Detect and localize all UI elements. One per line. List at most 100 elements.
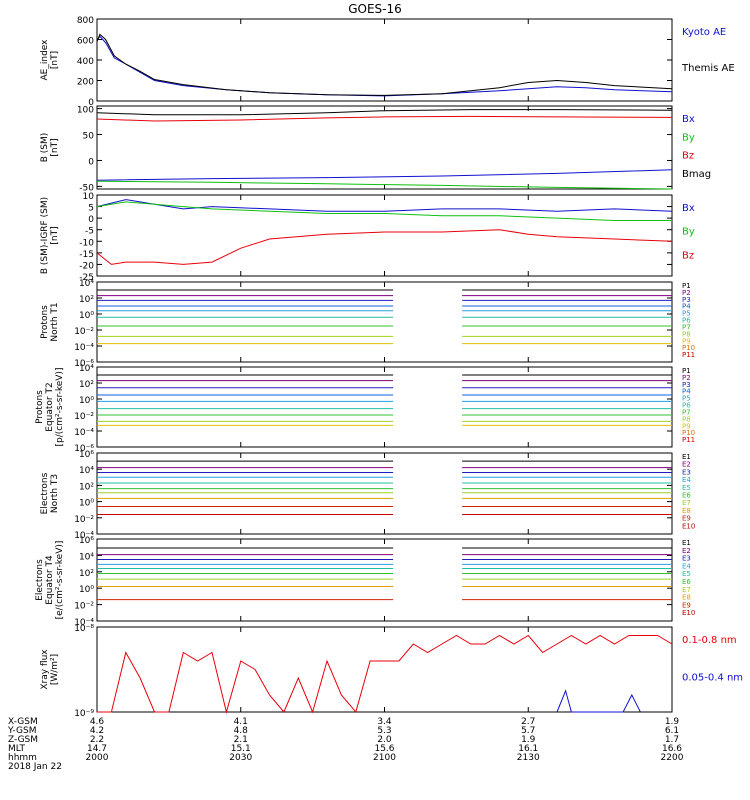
panel-frame-et3 [96,452,673,535]
legend-entry: P11 [682,436,695,444]
y-tick-label: 10⁻² [74,327,94,337]
legend-entry: P6 [682,317,691,325]
legend-entry: E8 [682,594,691,602]
series-line-Kyoto-AE [96,35,673,97]
axis-row-label: Y-GSM [7,726,36,736]
legend-entry: P10 [682,344,695,352]
axis-row-value: 15.1 [231,744,251,754]
y-axis-label: Protons [35,390,45,424]
y-axis-label: North T1 [50,302,60,341]
legend-entry: Kyoto AE [682,27,726,38]
y-tick-label: 10⁻⁹ [74,709,94,719]
series-line-0.1-0.8-nm [97,634,673,714]
y-axis-label: North T3 [50,474,60,513]
y-tick-label: 400 [77,57,94,67]
legend-entry: Bmag [682,169,711,180]
panel-frame-ae [96,18,673,102]
legend-entry: P6 [682,402,691,410]
y-axis-label: AE_index [40,39,50,81]
legend-entry: P2 [682,374,691,382]
legend-entry: E1 [682,539,691,547]
y-axis-label: Electrons [40,472,50,514]
legend-entry: P3 [682,296,691,304]
axis-row-value: 14.7 [87,744,107,754]
legend-entry: E2 [682,461,691,469]
y-tick-label: 5 [88,204,94,214]
axis-row-value: 2.7 [521,717,535,727]
axis-row-value: 1.9 [665,717,680,727]
legend-entry: E3 [682,468,691,476]
y-tick-label: 10⁰ [79,585,94,595]
y-axis-label: B (SM)-IGRF (SM) [40,197,50,274]
legend-entry: E1 [682,453,691,461]
legend-entry: P7 [682,323,691,331]
y-tick-label: 10⁻⁴ [74,343,94,353]
axis-row-value: 1.7 [665,735,679,745]
legend-entry: P10 [682,429,695,437]
y-axis-label: Equator T2 [45,382,55,431]
legend-entry: By [682,132,695,143]
y-axis-label: Xray flux [40,649,50,690]
panel-frame-pt1 [96,281,673,363]
axis-row-value: 2130 [517,753,540,763]
axis-row-value: 5.7 [521,726,535,736]
y-tick-label: 10⁻⁶ [74,359,94,369]
panel-frame-et4 [96,538,673,622]
y-tick-label: -15 [79,250,94,260]
axis-row-value: 5.3 [377,726,391,736]
axis-row-value: 2.1 [234,735,248,745]
panel-frame-pt2 [96,366,673,448]
legend-entry: By [682,227,695,238]
y-tick-label: 100 [77,106,94,116]
axis-row-value: 4.1 [234,717,248,727]
legend-entry: E6 [682,578,691,586]
y-tick-label: 10² [79,295,94,305]
legend-entry: Themis AE [681,63,735,74]
y-tick-label: -5 [85,227,94,237]
series-line-Bx [96,199,673,212]
y-axis-label: Electrons [35,559,45,601]
axis-row-value: 16.1 [518,744,538,754]
y-tick-label: 10⁴ [79,466,94,476]
y-tick-label: 600 [77,37,94,47]
y-tick-label: 10⁶ [79,450,94,460]
series-line-0.05-0.4-nm [556,689,641,713]
y-tick-label: 200 [77,78,94,88]
y-tick-label: 10 [83,192,95,202]
legend-entry: P5 [682,310,691,318]
y-tick-label: 10⁰ [79,311,94,321]
axis-row-value: 16.6 [662,744,682,754]
legend-entry: E7 [682,586,691,594]
y-tick-label: 10⁰ [79,499,94,509]
series-line-Themis-AE [96,33,673,96]
y-tick-label: 0 [88,98,94,108]
y-tick-label: 10⁴ [79,279,94,289]
series-line-Bmag [96,109,673,116]
y-tick-label: 10² [79,569,94,579]
legend-entry: P8 [682,330,691,338]
axis-row-value: 15.6 [374,744,394,754]
legend-entry: 0.05-0.4 nm [682,673,743,684]
axis-row-value: 2.2 [90,735,104,745]
legend-entry: P11 [682,351,695,359]
legend-entry: E4 [682,476,691,484]
y-tick-label: 10⁴ [79,552,94,562]
y-axis-label: Protons [40,305,50,339]
chart-title: GOES-16 [348,2,402,16]
y-axis-label: B (SM) [40,133,50,163]
series-line-Bx [96,169,673,181]
legend-entry: E7 [682,499,691,507]
legend-entry: E5 [682,570,691,578]
y-tick-label: 10⁻⁴ [74,618,94,628]
y-tick-label: -25 [79,273,94,283]
panel-frame-bigrf [96,194,673,277]
legend-entry: P4 [682,303,691,311]
legend-entry: Bz [682,151,694,162]
legend-entry: P3 [682,381,691,389]
y-tick-label: 10⁶ [79,536,94,546]
axis-row-value: 4.6 [90,717,105,727]
legend-entry: E6 [682,492,691,500]
axis-row-value: 2030 [229,753,252,763]
legend-entry: E4 [682,562,691,570]
series-line-By [96,180,673,190]
